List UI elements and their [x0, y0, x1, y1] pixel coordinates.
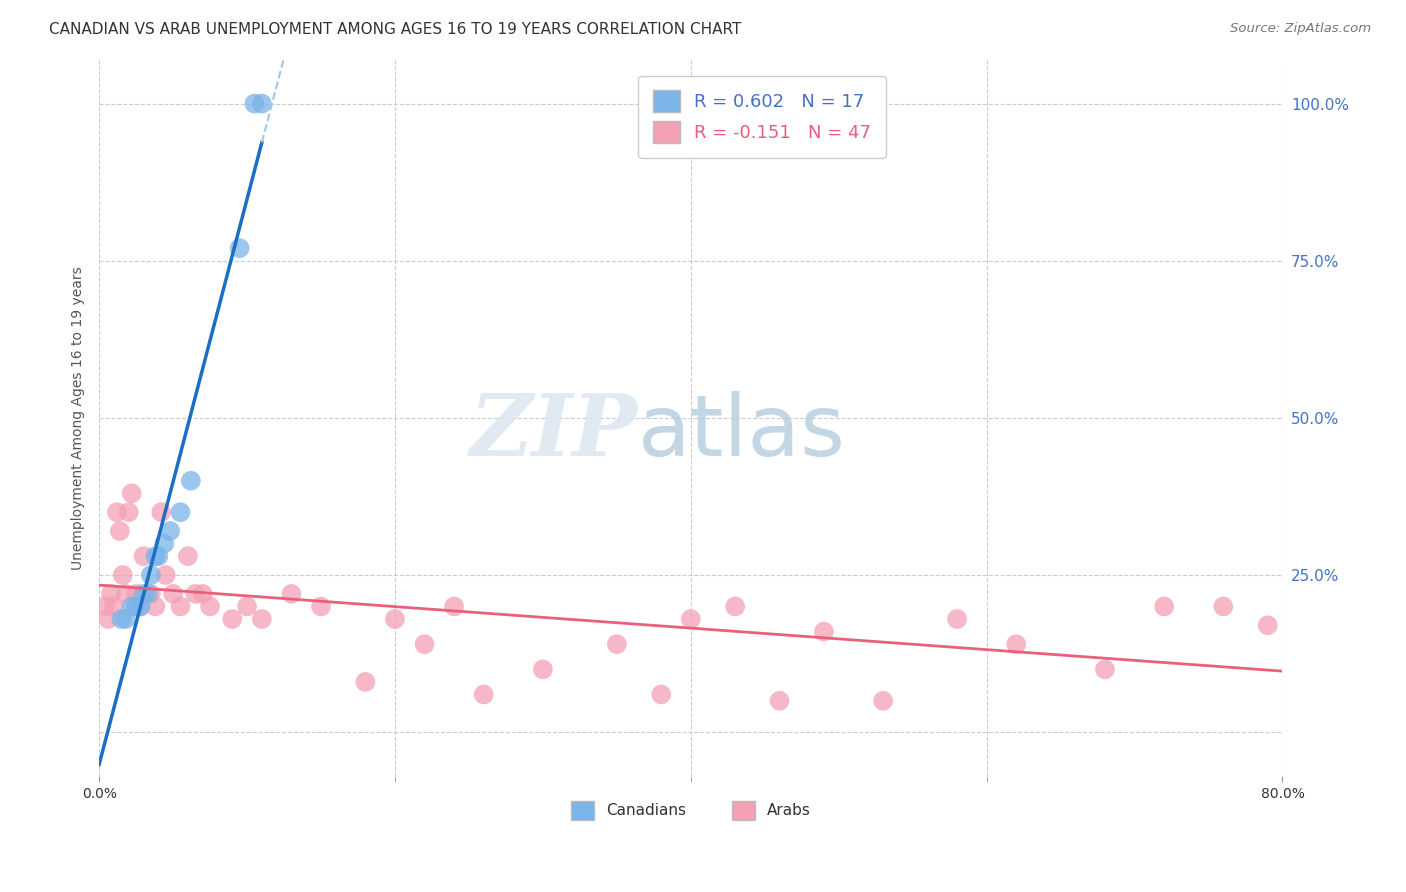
Point	[354, 674, 377, 689]
Point	[236, 599, 259, 614]
Point	[1094, 662, 1116, 676]
Point	[132, 549, 155, 564]
Point	[121, 486, 143, 500]
Point	[180, 474, 202, 488]
Point	[136, 587, 159, 601]
Point	[129, 599, 152, 614]
Point	[143, 549, 166, 564]
Point	[250, 612, 273, 626]
Point	[443, 599, 465, 614]
Point	[872, 694, 894, 708]
Point	[531, 662, 554, 676]
Point	[228, 241, 250, 255]
Point	[111, 568, 134, 582]
Point	[162, 587, 184, 601]
Point	[1153, 599, 1175, 614]
Point	[169, 599, 191, 614]
Point	[125, 599, 148, 614]
Point	[129, 599, 152, 614]
Point	[243, 96, 266, 111]
Point	[121, 599, 143, 614]
Point	[184, 587, 207, 601]
Point	[97, 612, 120, 626]
Point	[150, 505, 173, 519]
Point	[103, 599, 125, 614]
Point	[105, 505, 128, 519]
Point	[114, 612, 136, 626]
Point	[148, 549, 170, 564]
Point	[1257, 618, 1279, 632]
Point	[221, 612, 243, 626]
Point	[1212, 599, 1234, 614]
Point	[650, 688, 672, 702]
Point	[169, 505, 191, 519]
Text: ZIP: ZIP	[470, 391, 637, 474]
Point	[606, 637, 628, 651]
Point	[153, 536, 176, 550]
Point	[114, 587, 136, 601]
Point	[679, 612, 702, 626]
Point	[110, 612, 132, 626]
Point	[94, 599, 117, 614]
Point	[250, 96, 273, 111]
Point	[724, 599, 747, 614]
Legend: Canadians, Arabs: Canadians, Arabs	[565, 795, 817, 826]
Point	[177, 549, 200, 564]
Point	[768, 694, 790, 708]
Text: Source: ZipAtlas.com: Source: ZipAtlas.com	[1230, 22, 1371, 36]
Point	[191, 587, 214, 601]
Point	[118, 505, 141, 519]
Point	[125, 587, 148, 601]
Point	[1005, 637, 1028, 651]
Point	[100, 587, 122, 601]
Point	[280, 587, 302, 601]
Point	[472, 688, 495, 702]
Point	[139, 568, 162, 582]
Point	[198, 599, 221, 614]
Point	[413, 637, 436, 651]
Text: CANADIAN VS ARAB UNEMPLOYMENT AMONG AGES 16 TO 19 YEARS CORRELATION CHART: CANADIAN VS ARAB UNEMPLOYMENT AMONG AGES…	[49, 22, 741, 37]
Point	[155, 568, 177, 582]
Y-axis label: Unemployment Among Ages 16 to 19 years: Unemployment Among Ages 16 to 19 years	[72, 266, 86, 570]
Point	[946, 612, 969, 626]
Point	[108, 524, 131, 538]
Text: atlas: atlas	[637, 391, 845, 474]
Point	[159, 524, 181, 538]
Point	[309, 599, 332, 614]
Point	[143, 599, 166, 614]
Point	[132, 587, 155, 601]
Point	[384, 612, 406, 626]
Point	[139, 587, 162, 601]
Point	[813, 624, 835, 639]
